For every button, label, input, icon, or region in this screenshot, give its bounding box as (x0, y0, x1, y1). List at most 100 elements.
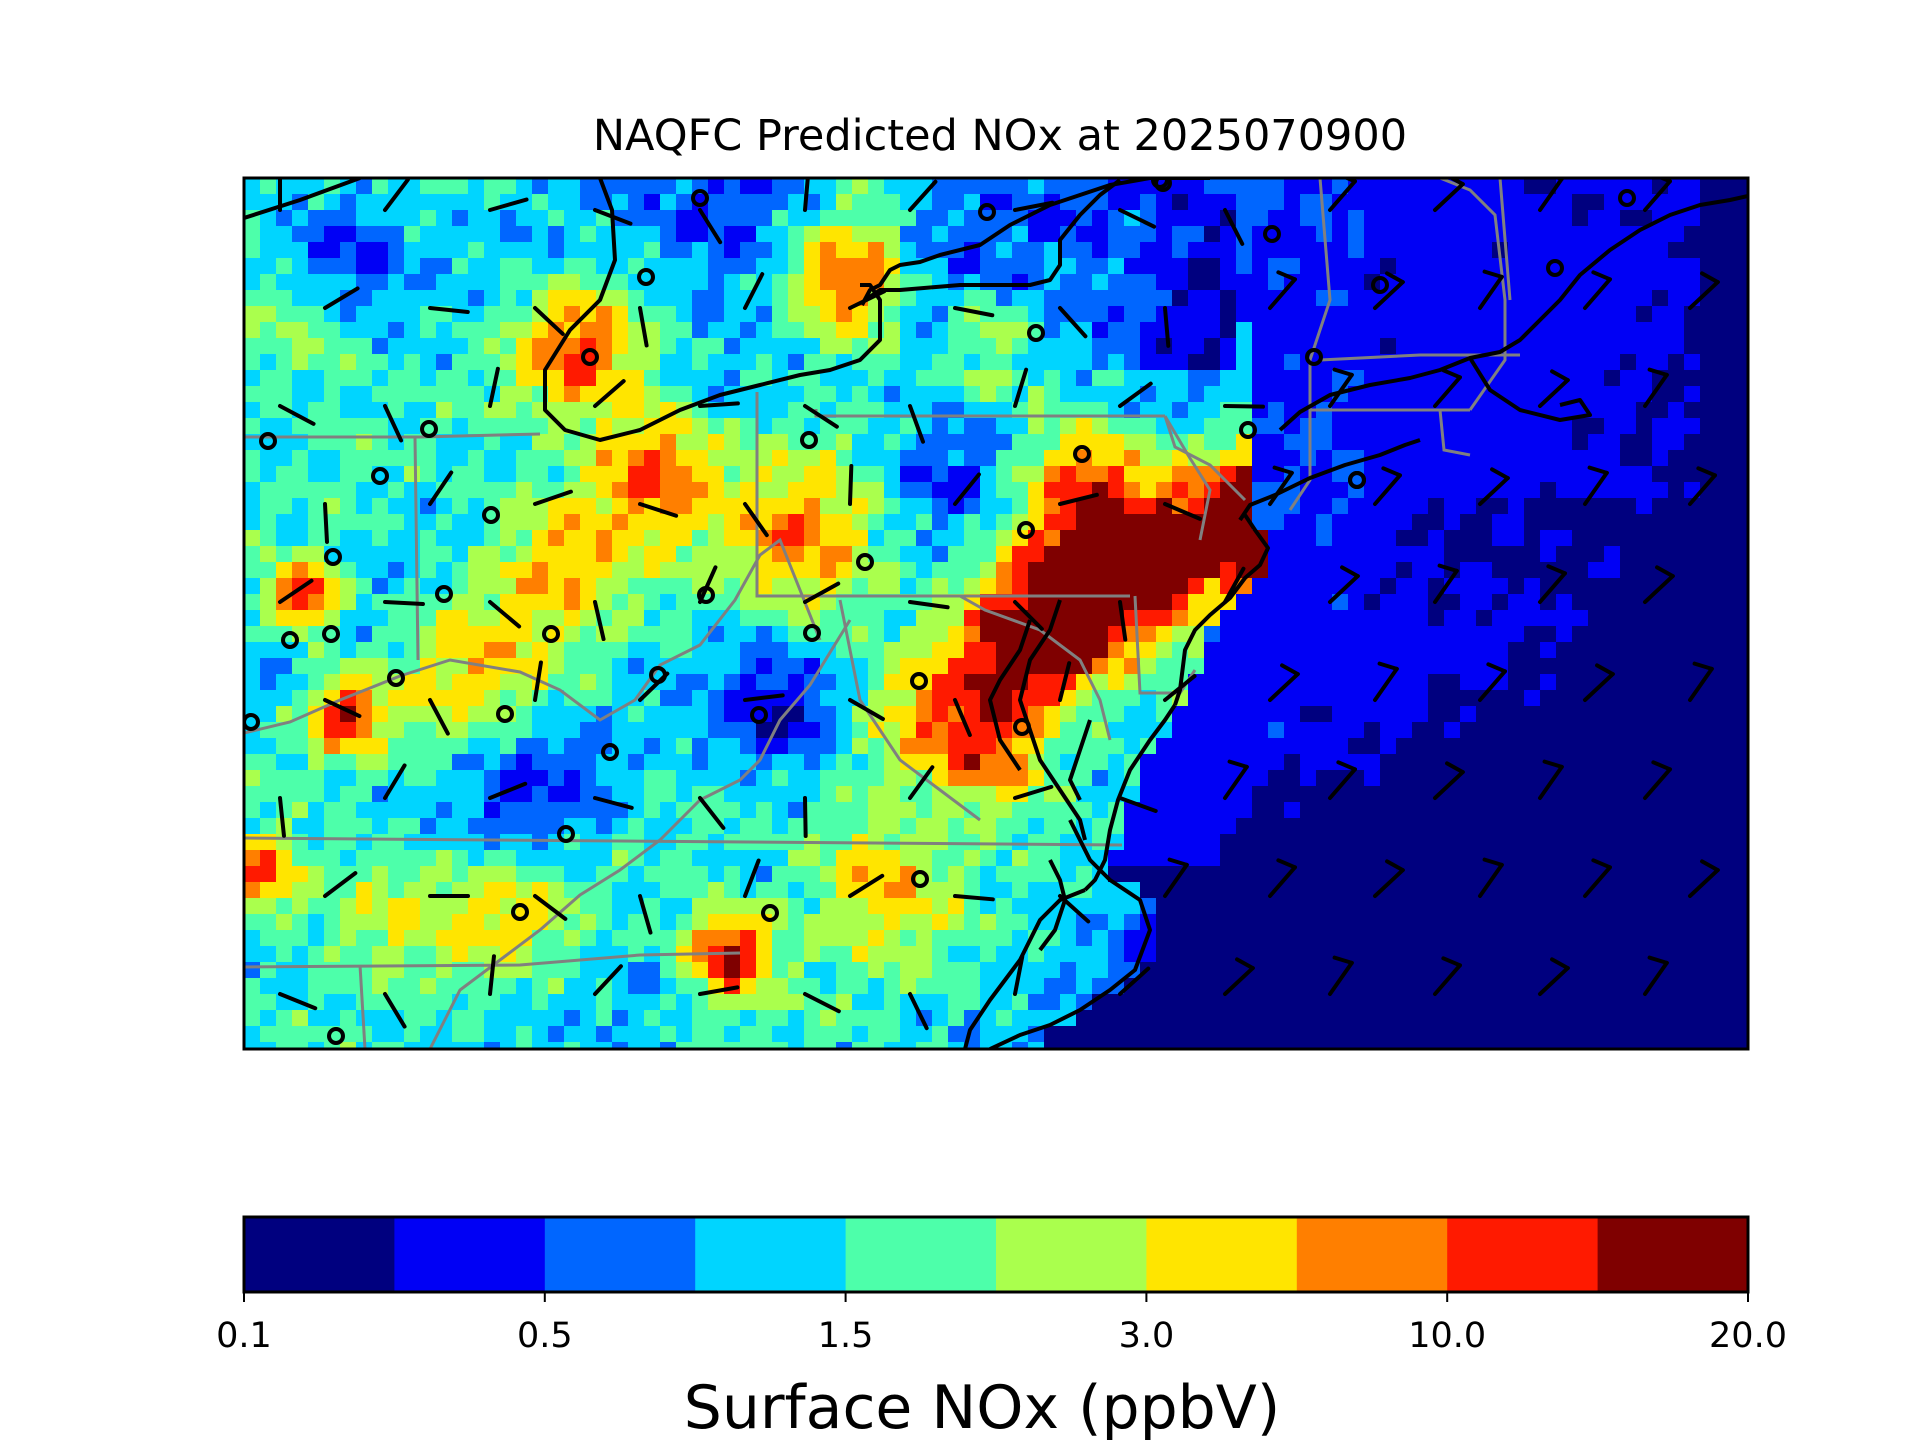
wind-barb (1433, 963, 1462, 996)
wind-barb (1268, 865, 1297, 898)
wind-barb (848, 464, 854, 506)
wind-barb (1013, 367, 1029, 408)
observation-site (281, 631, 299, 649)
wind-barb (593, 600, 606, 642)
wind-barb (908, 600, 950, 610)
wind-barb-flag (1595, 663, 1615, 677)
wind-barb (383, 992, 407, 1029)
wind-barb-flag (1587, 465, 1609, 475)
wind-barb (908, 992, 929, 1031)
wind-barb (533, 306, 565, 336)
observation-site (327, 1027, 345, 1045)
wind-barb-flag (1441, 956, 1462, 968)
observation-site (1017, 521, 1035, 539)
observation-site (697, 586, 715, 604)
wind-barb (1688, 473, 1717, 506)
wind-barb-flag (1340, 565, 1360, 579)
wind-barb (1373, 868, 1405, 898)
wind-barb (1643, 574, 1675, 604)
wind-barb (1643, 372, 1669, 408)
observation-site (1263, 225, 1281, 243)
wind-barb (1163, 862, 1189, 898)
wind-barb (323, 871, 358, 898)
wind-barb (593, 964, 623, 996)
wind-barb (1538, 571, 1567, 604)
wind-barb-flag (1692, 661, 1714, 671)
wind-barb-flag (1381, 466, 1402, 478)
wind-barb (908, 179, 938, 212)
wind-barb-flag (1546, 564, 1567, 576)
observation-site (691, 189, 709, 207)
colorbar-swatch (394, 1217, 546, 1292)
observation-site (800, 431, 818, 449)
wind-barb (1538, 966, 1570, 996)
observation-site (1027, 324, 1045, 342)
wind-barb (1058, 661, 1072, 702)
wind-barb (1118, 966, 1151, 996)
wind-barb (1328, 179, 1357, 212)
observation-site (1348, 471, 1366, 489)
wind-barb (1433, 770, 1465, 800)
wind-barb (1478, 274, 1504, 310)
wind-barb-flag (1591, 270, 1612, 282)
wind-barb (638, 894, 653, 935)
wind-barb (803, 796, 808, 838)
wind-barb (1013, 600, 1044, 631)
wind-barb (638, 502, 679, 518)
observation-site (542, 625, 560, 643)
colorbar-ticks: 0.1 0.5 1.5 3.0 10.0 20.0 (216, 1292, 1787, 1356)
wind-barb (278, 578, 314, 604)
wind-barb (1013, 200, 1055, 212)
wind-barb-flag (1445, 761, 1465, 775)
wind-barb (1373, 666, 1399, 702)
observation-site (511, 903, 529, 921)
colorbar-tick-label: 0.5 (517, 1316, 573, 1356)
observation-site (1305, 348, 1323, 366)
wind-barb (743, 272, 765, 310)
wind-barb (1268, 672, 1300, 702)
observation-site (371, 467, 389, 485)
wind-barb (383, 600, 425, 606)
nox-field (244, 178, 1748, 1049)
colorbar-tick-label: 3.0 (1119, 1316, 1175, 1356)
wind-barb (1328, 767, 1357, 800)
observation-site (1371, 276, 1389, 294)
wind-barb (1688, 868, 1720, 898)
wind-barb (1583, 865, 1612, 898)
colorbar-tick-label: 20.0 (1709, 1316, 1787, 1356)
colorbar: 0.1 0.5 1.5 3.0 10.0 20.0 Surface NOx (ppbV) (216, 1215, 1787, 1440)
wind-barb (1583, 672, 1615, 702)
wind-barb (488, 781, 528, 800)
wind-barb (1433, 375, 1462, 408)
wind-barb (1688, 280, 1720, 310)
wind-barb (698, 401, 740, 408)
wind-barb-flag (1332, 367, 1354, 377)
observation-site (1239, 421, 1257, 439)
wind-barb-flag (1227, 759, 1249, 769)
wind-barb (278, 796, 286, 838)
wind-barb (698, 565, 718, 604)
wind-barb (278, 992, 318, 1011)
observation-site (601, 743, 619, 761)
wind-barb (1223, 404, 1265, 409)
wind-barb (1223, 208, 1245, 246)
wind-barb (803, 581, 841, 604)
wind-barb (428, 698, 450, 736)
colorbar-swatch (695, 1217, 847, 1292)
wind-barb (1058, 492, 1099, 506)
wind-barb (848, 698, 885, 721)
wind-barb (1538, 178, 1564, 212)
wind-barb-flag (1486, 662, 1507, 674)
wind-barb-flag (1696, 466, 1717, 478)
wind-barb-flag (1385, 271, 1405, 285)
observation-site (435, 585, 453, 603)
wind-barb (1013, 784, 1054, 800)
wind-barb (593, 208, 633, 226)
wind-barb (638, 306, 649, 348)
wind-barb (1643, 960, 1669, 996)
wind-barb (1433, 182, 1465, 212)
wind-barb-flag (1700, 859, 1720, 873)
wind-barb (1478, 862, 1504, 898)
wind-barb (1058, 306, 1088, 339)
